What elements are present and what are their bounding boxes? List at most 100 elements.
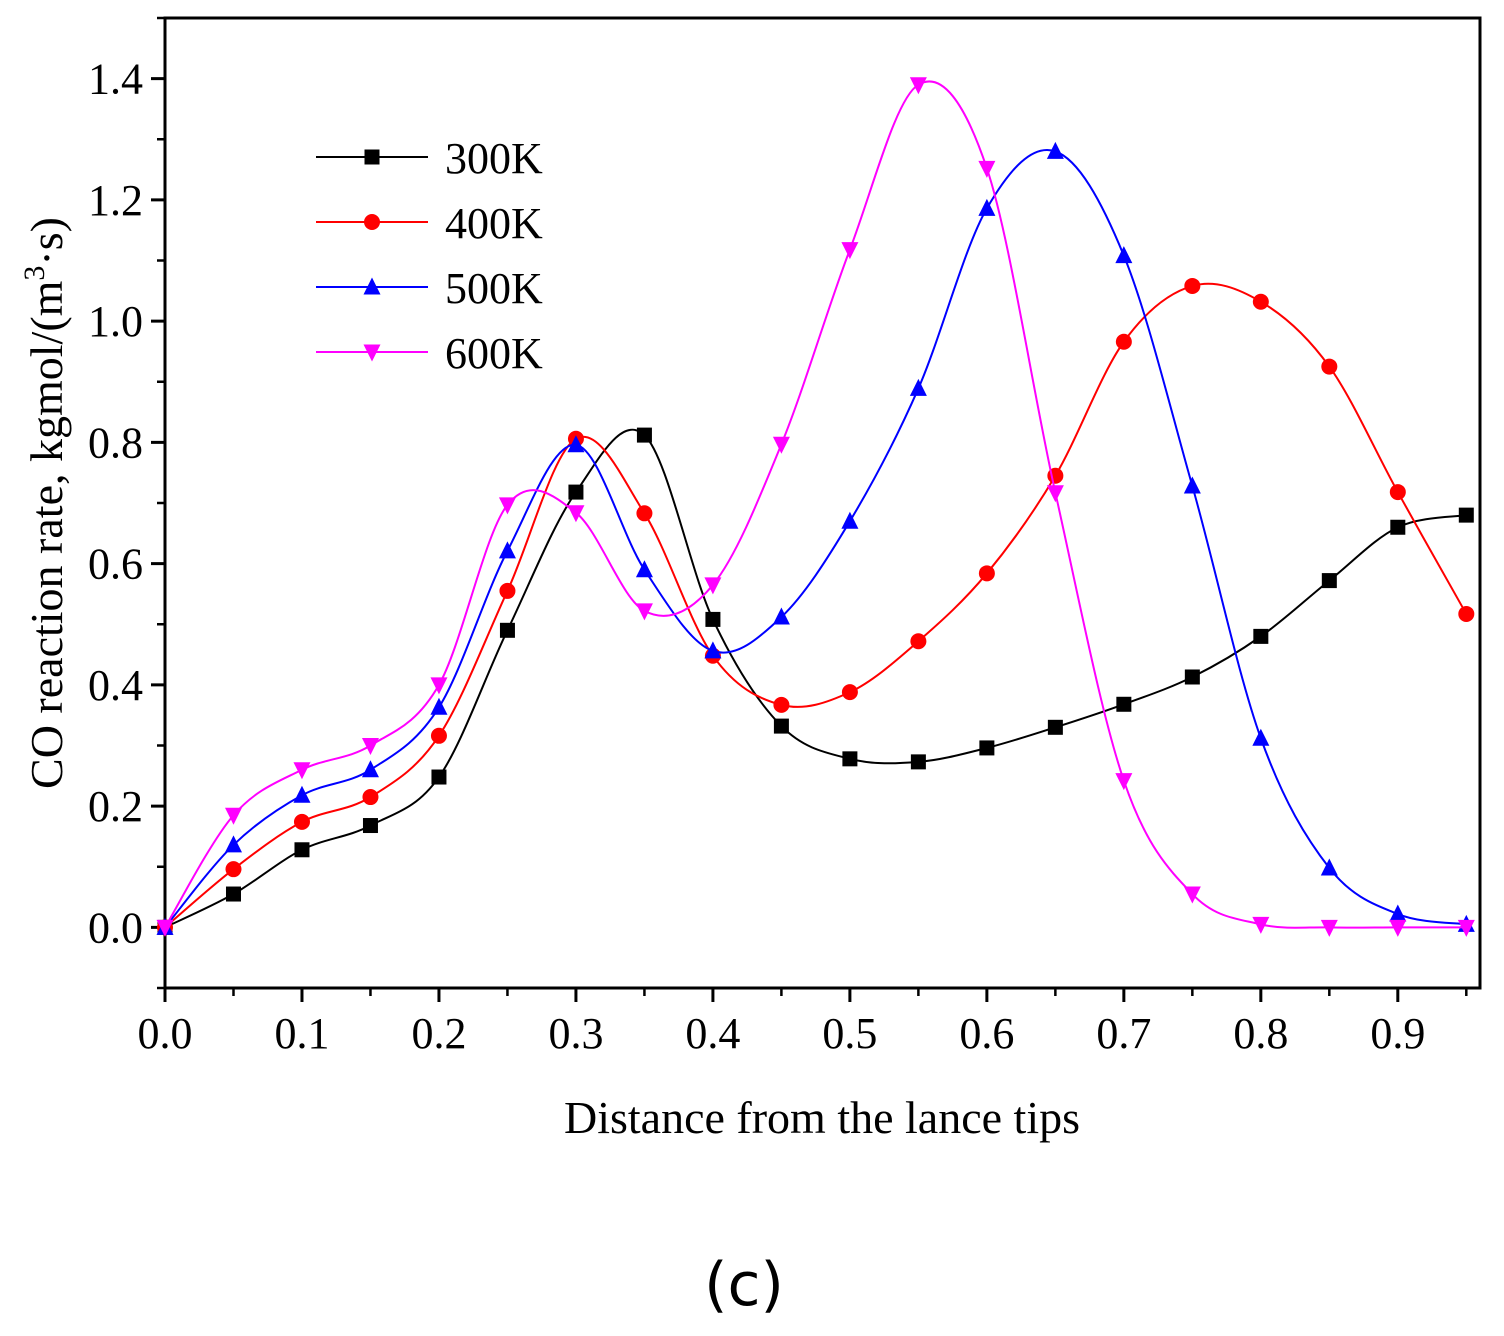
data-point-500K — [1252, 728, 1270, 746]
series-400K — [157, 277, 1475, 936]
data-point-400K — [841, 684, 858, 701]
data-point-600K — [361, 738, 379, 755]
y-tick-label: 0.8 — [88, 418, 143, 467]
series-600K — [156, 77, 1475, 937]
data-point-600K — [635, 603, 653, 621]
data-point-600K — [1457, 919, 1475, 937]
legend-label: 600K — [445, 329, 543, 378]
y-tick-label: 1.4 — [88, 55, 143, 104]
series-300K — [157, 427, 1474, 935]
data-point-400K — [1252, 293, 1269, 310]
data-point-500K — [1183, 476, 1201, 494]
data-point-400K — [1321, 358, 1338, 375]
data-point-600K — [567, 505, 585, 523]
data-point-600K — [293, 762, 311, 780]
data-point-400K — [1184, 277, 1201, 294]
data-point-600K — [772, 436, 790, 454]
legend-item-300K: 300K — [316, 134, 543, 183]
data-point-400K — [978, 565, 995, 582]
data-point-500K — [224, 835, 242, 853]
legend-item-600K: 600K — [316, 329, 543, 378]
x-tick-label: 0.1 — [274, 1009, 329, 1058]
y-tick-label: 1.2 — [88, 176, 143, 225]
data-point-400K — [499, 582, 516, 599]
data-point-300K — [636, 427, 652, 443]
x-tick-label: 0.6 — [959, 1009, 1014, 1058]
y-tick-label: 0.4 — [88, 661, 143, 710]
y-axis-title-main: CO reaction rate, kgmol/(m — [21, 280, 72, 789]
data-point-600K — [1046, 485, 1064, 503]
data-point-300K — [431, 769, 447, 785]
series-line-300K — [164, 428, 1467, 929]
series-layer — [156, 77, 1475, 937]
y-tick-label: 0.6 — [88, 540, 143, 589]
data-point-500K — [635, 560, 653, 578]
legend-item-500K: 500K — [316, 264, 543, 313]
legend-label: 500K — [445, 264, 543, 313]
data-point-600K — [1183, 886, 1201, 904]
data-point-400K — [362, 789, 379, 806]
data-point-600K — [841, 242, 859, 260]
data-point-400K — [636, 505, 653, 522]
data-point-600K — [1252, 916, 1270, 934]
data-point-300K — [225, 886, 241, 902]
x-tick-label: 0.0 — [138, 1009, 193, 1058]
data-point-500K — [978, 198, 996, 216]
legend-item-400K: 400K — [316, 199, 543, 248]
data-point-400K — [1458, 605, 1475, 622]
axis-ticks: 0.0 0.1 0.2 0.3 0.4 0.5 0.6 0.7 0.8 0.9 0.0 0.2 0.4 0… — [88, 16, 1468, 1058]
legend-label: 400K — [445, 199, 543, 248]
data-point-500K — [1046, 141, 1064, 159]
data-point-400K — [910, 633, 927, 650]
data-point-300K — [1458, 507, 1474, 523]
data-point-400K — [773, 696, 790, 713]
x-tick-label: 0.7 — [1096, 1009, 1151, 1058]
data-point-500K — [1320, 858, 1338, 876]
data-point-400K — [1115, 333, 1132, 350]
legend-marker — [363, 344, 381, 362]
y-axis-title-superscript: 3 — [18, 266, 51, 281]
data-point-600K — [224, 807, 242, 825]
data-point-600K — [704, 577, 722, 595]
data-point-500K — [293, 785, 311, 803]
x-tick-label: 0.5 — [822, 1009, 877, 1058]
data-point-300K — [1390, 519, 1406, 535]
data-point-300K — [979, 740, 995, 756]
data-point-400K — [225, 861, 242, 878]
legend-label: 300K — [445, 134, 543, 183]
data-point-400K — [293, 813, 310, 830]
data-point-600K — [156, 919, 174, 937]
y-tick-label: 0.0 — [88, 903, 143, 952]
data-point-500K — [430, 697, 448, 715]
data-point-500K — [909, 378, 927, 396]
data-point-300K — [294, 842, 310, 858]
series-line-600K — [164, 80, 1467, 929]
data-point-600K — [1115, 773, 1133, 791]
legend-marker — [364, 149, 380, 165]
data-point-500K — [772, 607, 790, 625]
data-point-500K — [567, 435, 585, 453]
data-point-600K — [498, 497, 516, 515]
plot-frame — [163, 16, 1482, 990]
series-line-500K — [164, 149, 1467, 929]
y-tick-label: 1.0 — [88, 297, 143, 346]
data-point-300K — [1116, 696, 1132, 712]
series-500K — [156, 141, 1475, 935]
data-point-500K — [361, 760, 379, 778]
legend-marker — [363, 277, 381, 295]
data-point-300K — [910, 754, 926, 770]
data-point-500K — [498, 541, 516, 559]
data-point-300K — [1253, 628, 1269, 644]
data-point-500K — [841, 511, 859, 529]
legend-marker — [364, 214, 380, 230]
x-tick-label: 0.2 — [411, 1009, 466, 1058]
y-tick-label: 0.2 — [88, 782, 143, 831]
data-point-400K — [430, 727, 447, 744]
data-point-500K — [704, 641, 722, 659]
data-point-300K — [362, 818, 378, 834]
data-point-300K — [1321, 573, 1337, 589]
data-point-600K — [430, 677, 448, 695]
x-axis-title: Distance from the lance tips — [564, 1092, 1080, 1143]
y-axis-title: CO reaction rate, kgmol/(m3·s) — [18, 217, 72, 789]
